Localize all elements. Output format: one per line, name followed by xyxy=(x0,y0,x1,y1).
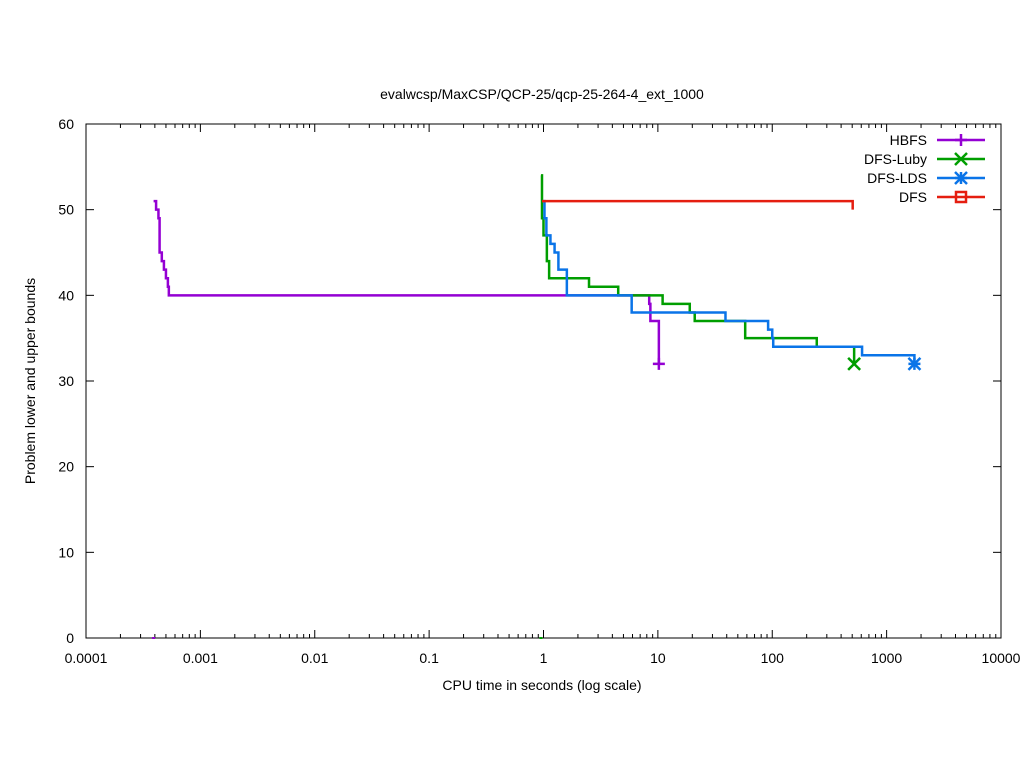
series-end-marker-dfs-luby xyxy=(847,356,862,371)
legend-marker-dfs-luby xyxy=(954,152,968,166)
y-tick-label: 0 xyxy=(66,630,74,646)
series-line-hbfs xyxy=(153,199,661,364)
x-tick-label: 0.1 xyxy=(419,650,439,666)
y-axis: 0 10 20 30 40 50 60 xyxy=(58,116,1001,646)
y-tick-label: 50 xyxy=(58,202,74,218)
x-tick-label: 1000 xyxy=(871,650,902,666)
legend-label-dfs-lds: DFS-LDS xyxy=(867,170,927,186)
legend-marker-hbfs xyxy=(955,134,967,146)
series-line-dfs xyxy=(541,199,854,210)
x-tick-label: 10 xyxy=(650,650,666,666)
legend: HBFS DFS-Luby DFS-LDS DFS xyxy=(864,132,985,205)
marker-stroke xyxy=(847,356,862,371)
x-tick-label: 0.0001 xyxy=(65,650,108,666)
chart-title: evalwcsp/MaxCSP/QCP-25/qcp-25-264-4_ext_… xyxy=(380,86,704,102)
x-axis: 0.0001 0.001 0.01 0.1 1 10 100 1000 10000 xyxy=(65,124,1021,666)
legend-label-dfs: DFS xyxy=(899,189,927,205)
x-tick-label: 1 xyxy=(540,650,548,666)
x-tick-label: 10000 xyxy=(982,650,1021,666)
y-tick-label: 60 xyxy=(58,116,74,132)
y-tick-label: 30 xyxy=(58,373,74,389)
legend-label-hbfs: HBFS xyxy=(890,132,927,148)
y-axis-label: Problem lower and upper bounds xyxy=(22,278,38,484)
marker-stroke xyxy=(954,152,968,166)
y-tick-label: 10 xyxy=(58,544,74,560)
legend-marker-dfs-lds xyxy=(954,171,968,185)
x-axis-label: CPU time in seconds (log scale) xyxy=(442,677,641,693)
x-tick-label: 0.01 xyxy=(301,650,328,666)
x-tick-label: 100 xyxy=(761,650,785,666)
legend-label-dfs-luby: DFS-Luby xyxy=(864,151,927,167)
y-tick-label: 40 xyxy=(58,287,74,303)
series-layer xyxy=(152,174,922,639)
series-line-dfs-lds xyxy=(541,199,916,364)
legend-marker-dfs xyxy=(954,190,968,204)
series-line-dfs-luby xyxy=(540,174,856,364)
series-end-marker-dfs-lds xyxy=(907,356,922,371)
marker-stroke xyxy=(954,171,968,185)
y-tick-label: 20 xyxy=(58,459,74,475)
series-end-marker-hbfs xyxy=(652,357,665,370)
marker-stroke xyxy=(954,190,968,204)
marker-stroke xyxy=(907,356,922,371)
x-tick-label: 0.001 xyxy=(183,650,218,666)
